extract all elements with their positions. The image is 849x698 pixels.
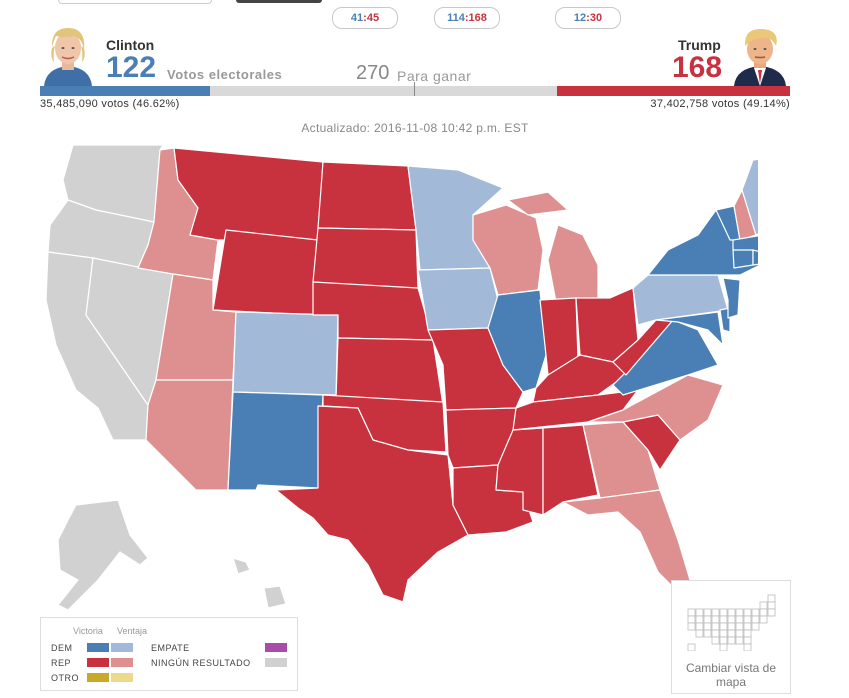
legend-header-win: Victoria bbox=[73, 626, 103, 636]
state-alaska[interactable] bbox=[57, 499, 149, 610]
trump-electoral-votes: 168 bbox=[672, 51, 723, 84]
state-wyoming[interactable] bbox=[212, 229, 319, 316]
legend-dem-label: DEM bbox=[51, 643, 73, 653]
state-massachusetts[interactable] bbox=[732, 235, 758, 253]
to-win-number: 270 bbox=[356, 62, 390, 84]
legend-tie-label: EMPATE bbox=[151, 643, 190, 653]
trump-name: Trump bbox=[678, 37, 721, 53]
to-win-label: Para ganar bbox=[397, 68, 472, 84]
trump-avatar bbox=[734, 28, 786, 86]
legend-dem-win-swatch bbox=[87, 643, 109, 652]
us-election-map bbox=[45, 144, 758, 610]
legend-none-swatch bbox=[265, 658, 287, 667]
clinton-name: Clinton bbox=[106, 37, 155, 53]
state-new-jersey[interactable] bbox=[722, 277, 741, 319]
change-map-view-button[interactable]: Cambiar vista de mapa bbox=[671, 580, 791, 694]
score-pill-2[interactable]: 114:168 bbox=[434, 7, 500, 29]
bar-dem-fill bbox=[40, 86, 210, 96]
state-rhode-island[interactable] bbox=[752, 249, 758, 266]
score-dem: 12 bbox=[573, 12, 587, 24]
top-tab-stub[interactable] bbox=[58, 0, 212, 4]
legend-rep-label: REP bbox=[51, 658, 72, 668]
change-map-view-label: Cambiar vista de mapa bbox=[685, 661, 777, 689]
score-dem: 114 bbox=[447, 12, 465, 24]
legend-other-lead-swatch bbox=[111, 673, 133, 682]
legend-tie-swatch bbox=[265, 643, 287, 652]
bar-midpoint-marker bbox=[414, 82, 415, 96]
state-kansas[interactable] bbox=[335, 337, 444, 406]
legend-header-lead: Ventaja bbox=[117, 626, 148, 636]
state-south-dakota[interactable] bbox=[312, 227, 419, 291]
score-pill-1[interactable]: 41:45 bbox=[332, 7, 398, 29]
score-dem: 41 bbox=[350, 12, 364, 24]
state-maine[interactable] bbox=[741, 158, 758, 236]
electoral-votes-label: Votos electorales bbox=[167, 67, 283, 82]
state-iowa[interactable] bbox=[417, 267, 499, 331]
state-connecticut[interactable] bbox=[732, 249, 754, 269]
legend-dem-lead-swatch bbox=[111, 643, 133, 652]
state-alabama[interactable] bbox=[542, 424, 599, 516]
state-colorado[interactable] bbox=[232, 311, 339, 396]
bar-rep-fill bbox=[556, 86, 790, 96]
legend-none-label: NINGÚN RESULTADO bbox=[151, 658, 251, 668]
legend-other-win-swatch bbox=[87, 673, 109, 682]
clinton-avatar bbox=[44, 28, 92, 86]
electoral-progress-bar bbox=[40, 82, 790, 96]
state-hawaii[interactable] bbox=[232, 557, 287, 609]
score-rep: 30 bbox=[589, 12, 603, 24]
clinton-popular-votes: 35,485,090 votos (46.62%) bbox=[40, 98, 180, 110]
state-arizona[interactable] bbox=[145, 379, 234, 491]
state-texas[interactable] bbox=[275, 405, 469, 603]
state-maryland[interactable] bbox=[655, 311, 724, 346]
trump-popular-votes: 37,402,758 votos (49.14%) bbox=[650, 98, 790, 110]
top-tab-stub-active[interactable] bbox=[236, 0, 322, 3]
grid-map-icon bbox=[687, 594, 776, 651]
clinton-electoral-votes: 122 bbox=[106, 51, 157, 84]
updated-timestamp: Actualizado: 2016-11-08 10:42 p.m. EST bbox=[301, 121, 529, 135]
score-rep: 45 bbox=[366, 12, 380, 24]
legend-rep-win-swatch bbox=[87, 658, 109, 667]
state-new-mexico[interactable] bbox=[227, 391, 324, 491]
state-montana[interactable] bbox=[173, 147, 324, 241]
legend-rep-lead-swatch bbox=[111, 658, 133, 667]
state-north-carolina[interactable] bbox=[587, 374, 724, 441]
score-pill-3[interactable]: 12:30 bbox=[555, 7, 621, 29]
state-north-dakota[interactable] bbox=[317, 161, 417, 231]
state-florida[interactable] bbox=[562, 489, 691, 593]
legend-other-label: OTRO bbox=[51, 673, 79, 683]
score-rep: 168 bbox=[468, 12, 487, 24]
map-legend: Victoria Ventaja DEM REP OTRO EMPATE NIN… bbox=[40, 617, 298, 691]
